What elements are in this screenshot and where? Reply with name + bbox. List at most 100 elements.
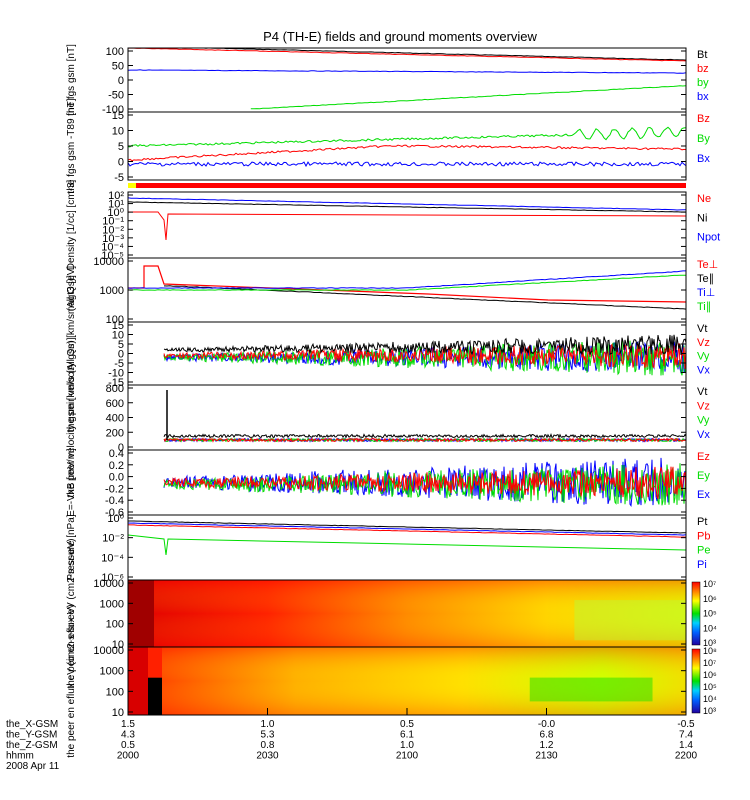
y-tick-label: 10²: [108, 190, 124, 202]
legend-Ti∥: Ti∥: [697, 301, 711, 313]
y-tick-label: -50: [108, 90, 124, 102]
legend-Vx: Vx: [697, 364, 710, 376]
colorbar-label: 10⁴: [703, 694, 717, 704]
series-Vt: [163, 334, 686, 356]
series-Bz: [128, 144, 686, 162]
legend-bz: bz: [697, 63, 709, 75]
legend-Pb: Pb: [697, 530, 710, 542]
legend-by: by: [697, 77, 709, 89]
colorbar-label: 10⁶: [703, 670, 717, 680]
y-tick-label: 1000: [100, 666, 124, 678]
y-tick-label: 10⁻²: [102, 533, 124, 545]
y-tick-label: 0.4: [109, 448, 124, 460]
series-Vz: [163, 437, 686, 443]
x-tick-label: 2000: [117, 751, 140, 762]
y-tick-label: -5: [114, 172, 124, 184]
colorbar-label: 10⁷: [703, 658, 716, 668]
colorbar-label: 10³: [703, 638, 716, 648]
y-tick-label: 600: [106, 398, 124, 410]
legend-Vy: Vy: [697, 415, 710, 427]
y-axis-label: the peir en eflux eV (cm2-s-sr-eV): [66, 538, 77, 688]
y-tick-label: 100: [106, 314, 124, 326]
legend-bx: bx: [697, 91, 709, 103]
legend-Vx: Vx: [697, 429, 710, 441]
x-tick-label: 7.4: [679, 730, 693, 741]
y-tick-label: 10: [112, 707, 124, 719]
x-row-label: the_X-GSM: [6, 719, 58, 730]
x-tick-label: 0.8: [261, 740, 275, 751]
legend-Ey: Ey: [697, 470, 710, 482]
y-tick-label: 10000: [93, 645, 124, 657]
x-tick-label: 2130: [535, 751, 558, 762]
x-tick-label: 6.8: [540, 730, 554, 741]
series-Pb: [128, 524, 686, 538]
y-axis-label: Density [1/cc] [cm-3]: [66, 179, 77, 270]
y-tick-label: 5: [118, 141, 124, 153]
legend-Pt: Pt: [697, 516, 707, 528]
legend-Te∥: Te∥: [697, 273, 714, 285]
x-row-label: 2008 Apr 11: [6, 761, 60, 772]
y-tick-label: 10⁻⁴: [101, 241, 124, 253]
x-tick-label: 0.5: [121, 740, 135, 751]
panel-peir_spec: 10⁷ 10⁶ 10⁵ 10⁴ 10³ 10000 1000 100 10 the peir en…: [66, 538, 717, 688]
x-tick-label: 1.5: [121, 719, 135, 730]
x-tick-label: 2200: [675, 751, 698, 762]
series-Pt: [128, 520, 686, 534]
series-Ni: [128, 201, 686, 213]
y-tick-label: 10⁻⁶: [101, 572, 124, 584]
series-Vt: [163, 433, 686, 439]
y-tick-label: 15: [112, 110, 124, 122]
y-tick-label: 10000: [93, 256, 124, 268]
colorbar-label: 10⁴: [703, 623, 717, 633]
y-tick-label: 100: [106, 686, 124, 698]
plot-title: P4 (TH-E) fields and ground moments over…: [263, 29, 537, 44]
y-tick-label: 0.0: [109, 472, 124, 484]
y-axis-label: magt3 [eV]: [66, 266, 77, 315]
y-tick-label: -0.6: [105, 507, 124, 519]
series-Ti-perp: [128, 270, 686, 289]
y-tick-label: -0.2: [105, 483, 124, 495]
y-tick-label: 1000: [100, 285, 124, 297]
legend-Pe: Pe: [697, 545, 710, 557]
y-tick-label: -100: [102, 104, 124, 116]
legend-Vy: Vy: [697, 351, 710, 363]
x-tick-label: -0.5: [677, 719, 695, 730]
legend-Bt: Bt: [697, 49, 707, 61]
y-axis-label: the fgs gsm [nT]: [66, 44, 77, 116]
y-tick-label: 10⁻⁴: [101, 552, 124, 564]
panel-temp: 10000 1000 100 magt3 [eV] Te⊥ Te∥ Ti⊥ Ti∥: [66, 256, 718, 326]
colorbar: [691, 648, 701, 714]
data-gap: [128, 580, 154, 647]
legend-Ez: Ez: [697, 451, 710, 463]
x-row-label: the_Y-GSM: [6, 730, 57, 741]
y-tick-label: 10000: [93, 578, 124, 590]
series-Pi: [128, 522, 686, 536]
y-tick-label: 0: [118, 75, 124, 87]
y-tick-label: -10: [108, 368, 124, 380]
legend-Te⊥: Te⊥: [697, 259, 718, 271]
colorbar-label: 10⁶: [703, 594, 717, 604]
x-tick-label: 2100: [396, 751, 419, 762]
x-tick-label: 5.3: [261, 730, 275, 741]
panel-frame: [127, 191, 687, 259]
panel-fgs_t89: 15 10 5 0 -5 the fgs gsm -T89 [nT] Bz By Bx: [66, 98, 710, 193]
x-tick-label: 2030: [256, 751, 279, 762]
x-tick-label: 1.0: [400, 740, 414, 751]
series-Te-par: [163, 285, 686, 310]
colorbar-label: 10⁷: [703, 579, 716, 589]
series-Vz: [163, 343, 686, 369]
legend-Vt: Vt: [697, 386, 707, 398]
x-row-label: the_Z-GSM: [6, 740, 58, 751]
series-Te-perp: [128, 265, 686, 303]
x-tick-label: 1.2: [540, 740, 554, 751]
y-tick-label: 200: [106, 427, 124, 439]
y-tick-label: 0: [118, 442, 124, 454]
y-tick-label: 10¹: [108, 199, 124, 211]
y-tick-label: 10⁻³: [102, 233, 124, 245]
legend-Vz: Vz: [697, 337, 710, 349]
y-axis-label: the peir velocity gsm [km/s (All Qs)]: [66, 275, 77, 432]
y-tick-label: 0: [118, 349, 124, 361]
y-tick-label: 100: [106, 46, 124, 58]
